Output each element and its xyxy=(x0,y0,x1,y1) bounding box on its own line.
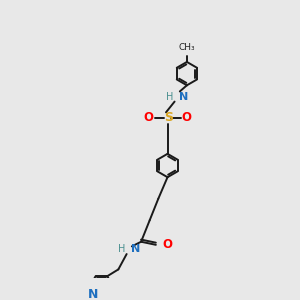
Text: CH₃: CH₃ xyxy=(178,43,195,52)
Text: N: N xyxy=(88,288,98,300)
Text: O: O xyxy=(143,111,154,124)
Text: H: H xyxy=(166,92,173,102)
Text: S: S xyxy=(164,111,172,124)
Text: H: H xyxy=(118,244,125,254)
Text: N: N xyxy=(178,92,188,102)
Text: O: O xyxy=(163,238,172,251)
Text: O: O xyxy=(182,111,192,124)
Text: N: N xyxy=(130,244,140,254)
